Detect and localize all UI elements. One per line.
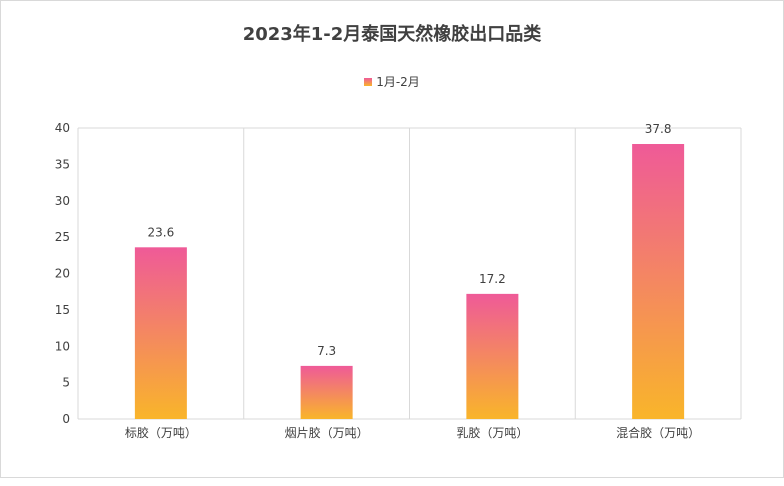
y-tick-label: 0 — [62, 412, 70, 426]
category-label: 乳胶（万吨） — [456, 425, 528, 440]
x-axis: 标胶（万吨） 烟片胶（万吨） 乳胶（万吨） 混合胶（万吨） — [125, 425, 700, 440]
chart-legend: 1月-2月 — [0, 73, 784, 90]
bar — [300, 365, 353, 419]
y-tick-label: 5 — [62, 376, 70, 390]
data-label: 7.3 — [317, 344, 336, 358]
y-tick-label: 30 — [55, 194, 70, 208]
chart-title: 2023年1-2月泰国天然橡胶出口品类 — [242, 24, 542, 45]
y-tick-label: 15 — [55, 303, 70, 317]
data-label: 17.2 — [479, 272, 506, 286]
y-tick-label: 20 — [55, 267, 70, 281]
bars — [134, 144, 685, 419]
bar — [466, 293, 519, 419]
category-label: 烟片胶（万吨） — [285, 425, 369, 440]
y-axis: 0 5 10 15 20 25 30 35 40 — [55, 121, 70, 426]
category-label: 标胶（万吨） — [125, 425, 197, 440]
bar — [134, 247, 187, 419]
legend-label: 1月-2月 — [376, 75, 420, 89]
y-tick-label: 35 — [55, 157, 70, 171]
data-labels: 23.6 7.3 17.2 37.8 — [148, 122, 672, 358]
grid-layer — [77, 127, 742, 420]
category-label: 混合胶（万吨） — [616, 425, 700, 440]
y-tick-label: 25 — [55, 230, 70, 244]
y-tick-label: 10 — [55, 339, 70, 353]
legend-swatch — [364, 77, 373, 86]
bar — [632, 144, 685, 419]
y-tick-label: 40 — [55, 121, 70, 135]
data-label: 37.8 — [645, 122, 672, 136]
data-label: 23.6 — [148, 225, 175, 239]
